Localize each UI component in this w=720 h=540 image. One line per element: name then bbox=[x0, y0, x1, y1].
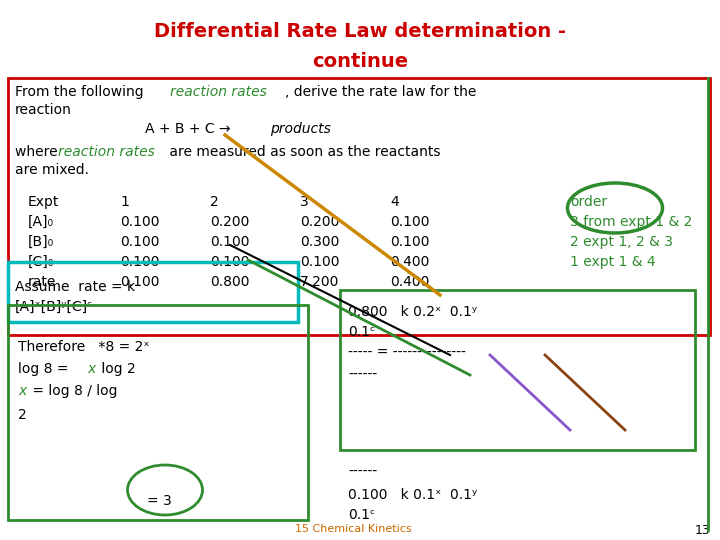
Text: [B]₀: [B]₀ bbox=[28, 235, 54, 249]
Text: Expt: Expt bbox=[28, 195, 59, 209]
Text: A + B + C →: A + B + C → bbox=[145, 122, 235, 136]
Text: 0.1ᶜ: 0.1ᶜ bbox=[348, 508, 375, 522]
Text: 1: 1 bbox=[120, 195, 129, 209]
Text: rate: rate bbox=[28, 275, 56, 289]
Text: Therefore   *8 = 2ˣ: Therefore *8 = 2ˣ bbox=[18, 340, 150, 354]
Text: ------: ------ bbox=[348, 465, 377, 479]
Text: are measured as soon as the reactants: are measured as soon as the reactants bbox=[165, 145, 441, 159]
Text: 2: 2 bbox=[18, 408, 27, 422]
Text: log 2: log 2 bbox=[97, 362, 136, 376]
Text: 0.100: 0.100 bbox=[210, 235, 250, 249]
Text: 7.200: 7.200 bbox=[300, 275, 339, 289]
Text: 1 expt 1 & 4: 1 expt 1 & 4 bbox=[570, 255, 656, 269]
Text: Differential Rate Law determination -: Differential Rate Law determination - bbox=[154, 22, 566, 41]
Text: 0.200: 0.200 bbox=[210, 215, 249, 229]
Text: 3: 3 bbox=[300, 195, 309, 209]
Text: 0.100: 0.100 bbox=[120, 275, 160, 289]
Text: reaction rates: reaction rates bbox=[58, 145, 155, 159]
Text: 0.400: 0.400 bbox=[390, 255, 429, 269]
Text: continue: continue bbox=[312, 52, 408, 71]
Text: 0.100: 0.100 bbox=[210, 255, 250, 269]
Text: are mixed.: are mixed. bbox=[15, 163, 89, 177]
Text: 0.100   k 0.1ˣ  0.1ʸ: 0.100 k 0.1ˣ 0.1ʸ bbox=[348, 488, 477, 502]
Text: 0.800   k 0.2ˣ  0.1ʸ: 0.800 k 0.2ˣ 0.1ʸ bbox=[348, 305, 477, 319]
Text: Assume  rate = k: Assume rate = k bbox=[15, 280, 135, 294]
Text: 0.1ᶜ: 0.1ᶜ bbox=[348, 325, 375, 339]
Text: 0.800: 0.800 bbox=[210, 275, 250, 289]
Text: 4: 4 bbox=[390, 195, 399, 209]
Bar bbox=[8, 305, 308, 520]
Text: x: x bbox=[87, 362, 95, 376]
Text: , derive the rate law for the: , derive the rate law for the bbox=[285, 85, 477, 99]
Text: where: where bbox=[15, 145, 62, 159]
Text: reaction: reaction bbox=[15, 103, 72, 117]
Text: 0.100: 0.100 bbox=[390, 215, 430, 229]
Text: ------: ------ bbox=[348, 368, 377, 382]
Text: 15 Chemical Kinetics: 15 Chemical Kinetics bbox=[295, 524, 412, 534]
Text: 13: 13 bbox=[695, 524, 711, 537]
Text: 3 from expt 1 & 2: 3 from expt 1 & 2 bbox=[570, 215, 693, 229]
Text: 0.200: 0.200 bbox=[300, 215, 339, 229]
Text: From the following: From the following bbox=[15, 85, 148, 99]
Text: [A]ˣ[B]ʸ[C]ᶜ: [A]ˣ[B]ʸ[C]ᶜ bbox=[15, 300, 94, 314]
Text: 0.100: 0.100 bbox=[120, 255, 160, 269]
Text: 2: 2 bbox=[210, 195, 219, 209]
Text: 0.100: 0.100 bbox=[120, 215, 160, 229]
Text: = 3: = 3 bbox=[147, 494, 172, 508]
Text: 0.100: 0.100 bbox=[390, 235, 430, 249]
Text: order: order bbox=[570, 195, 607, 209]
Text: log 8 =: log 8 = bbox=[18, 362, 73, 376]
Bar bbox=[340, 290, 695, 450]
Text: ----- = ---------------: ----- = --------------- bbox=[348, 345, 466, 359]
Bar bbox=[8, 262, 298, 322]
Text: = log 8 / log: = log 8 / log bbox=[28, 384, 117, 398]
Text: 0.100: 0.100 bbox=[120, 235, 160, 249]
Text: 0.300: 0.300 bbox=[300, 235, 339, 249]
Text: 2 expt 1, 2 & 3: 2 expt 1, 2 & 3 bbox=[570, 235, 673, 249]
Text: [A]₀: [A]₀ bbox=[28, 215, 54, 229]
Text: 0.100: 0.100 bbox=[300, 255, 340, 269]
Text: reaction rates: reaction rates bbox=[170, 85, 267, 99]
Text: [C]₀: [C]₀ bbox=[28, 255, 54, 269]
Text: 0.400: 0.400 bbox=[390, 275, 429, 289]
Text: products: products bbox=[270, 122, 331, 136]
Bar bbox=[8, 78, 710, 335]
Text: x: x bbox=[18, 384, 26, 398]
